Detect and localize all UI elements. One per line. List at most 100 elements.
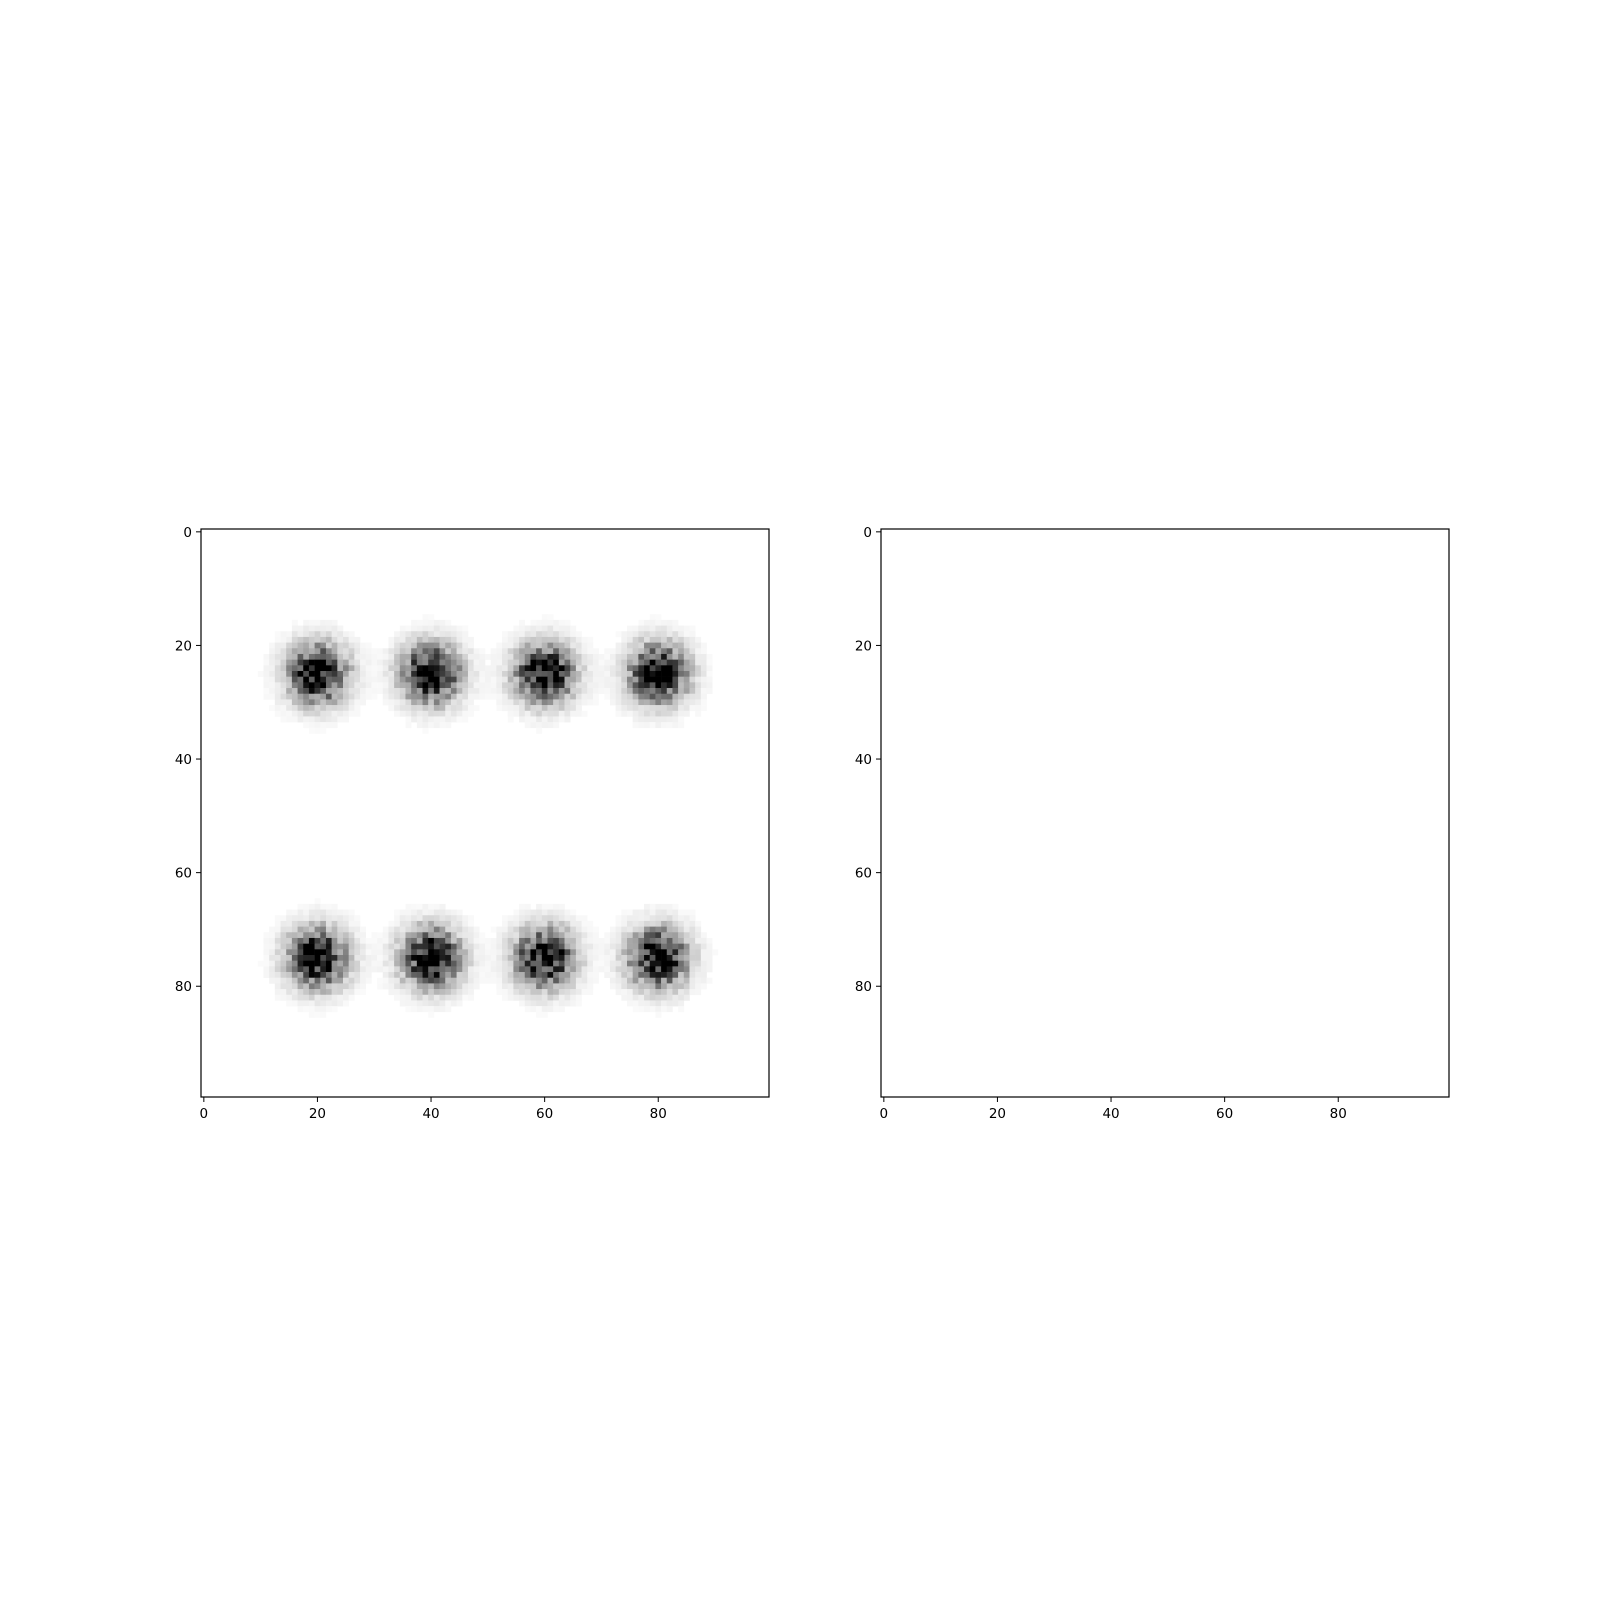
heatmap-cell [343,937,349,944]
heatmap-cell [343,966,349,973]
heatmap-cell [428,972,435,979]
heatmap-cell [661,920,668,927]
heatmap-cell [700,682,707,689]
heatmap-cell [695,648,702,655]
heatmap-cell [683,636,690,643]
heatmap-cell [286,920,293,927]
heatmap-cell [581,642,588,649]
heatmap-cell [689,943,696,950]
heatmap-cell [547,1000,554,1007]
heatmap-cell [632,937,639,944]
heatmap-cell [286,932,293,939]
heatmap-cell [632,705,639,712]
heatmap-cell [530,966,537,973]
heatmap-cell [269,653,276,660]
heatmap-cell [581,966,588,973]
heatmap-cell [496,932,503,939]
heatmap-cell [388,676,395,683]
heatmap-cell [666,937,673,944]
heatmap-cell [428,909,435,916]
heatmap-cell [331,636,338,643]
heatmap-cell [547,705,554,712]
heatmap-cell [337,636,344,643]
heatmap-cell [445,915,452,922]
heatmap-cell [683,932,690,939]
heatmap-cell [502,653,509,660]
heatmap-cell [661,994,668,1001]
heatmap-cell [570,909,577,916]
heatmap-cell [314,983,321,990]
heatmap-cell [257,960,264,967]
heatmap-cell [274,688,281,695]
heatmap-cell [541,671,548,677]
heatmap-cell [644,665,651,672]
heatmap-cell [411,705,418,712]
heatmap-cell [462,943,469,950]
heatmap-cell [598,676,605,683]
heatmap-cell [433,619,440,626]
heatmap-cell [558,653,565,660]
heatmap-cell [564,949,571,956]
heatmap-cell [439,676,446,683]
heatmap-cell [683,972,690,979]
heatmap-cell [644,937,651,944]
heatmap-cell [507,671,514,677]
heatmap-cell [553,983,560,990]
heatmap-cell [394,983,401,990]
heatmap-cell [331,722,338,729]
heatmap-cell [649,943,656,950]
heatmap-cell [343,653,349,660]
heatmap-cell [513,983,520,990]
heatmap-cell [308,926,315,933]
heatmap-cell [609,676,616,683]
heatmap-cell [695,653,702,660]
heatmap-cell [314,920,321,927]
heatmap-cell [672,699,679,706]
heatmap-cell [661,682,668,689]
heatmap-cell [314,949,321,956]
heatmap-cell [297,955,304,961]
heatmap-cell [672,949,679,956]
heatmap-cell [558,1006,565,1013]
heatmap-cell [575,648,582,655]
heatmap-cell [462,688,469,695]
heatmap-cell [638,966,645,973]
heatmap-cell [700,937,707,944]
heatmap-cell [325,676,332,683]
heatmap-cell [303,966,310,973]
heatmap-cell [621,932,628,939]
heatmap-cell [558,676,565,683]
heatmap-cell [575,671,582,677]
heatmap-cell [661,642,668,649]
heatmap-cell [450,705,457,712]
heatmap-cell [405,955,412,961]
heatmap-cell [524,949,531,956]
heatmap-cell [683,699,690,706]
heatmap-cell [399,671,406,677]
heatmap-cell [303,659,310,666]
heatmap-cell [661,926,668,933]
heatmap-cell [439,915,446,922]
heatmap-cell [649,653,656,660]
heatmap-cell [308,989,315,996]
heatmap-cell [433,665,440,672]
heatmap-cell [564,983,571,990]
heatmap-cell [450,676,457,683]
heatmap-cell [280,949,287,956]
heatmap-cell [422,653,429,660]
heatmap-cell [644,705,651,712]
heatmap-cell [695,665,702,672]
heatmap-cell [547,920,554,927]
heatmap-cell [280,943,287,950]
heatmap-cell [388,972,395,979]
heatmap-cell [700,943,707,950]
heatmap-cell [325,722,332,729]
heatmap-cell [683,949,690,956]
heatmap-cell [502,671,509,677]
heatmap-cell [416,943,423,950]
heatmap-cell [513,699,520,706]
heatmap-cell [433,932,440,939]
heatmap-cell [632,688,639,695]
heatmap-cell [524,937,531,944]
heatmap-cell [303,926,310,933]
